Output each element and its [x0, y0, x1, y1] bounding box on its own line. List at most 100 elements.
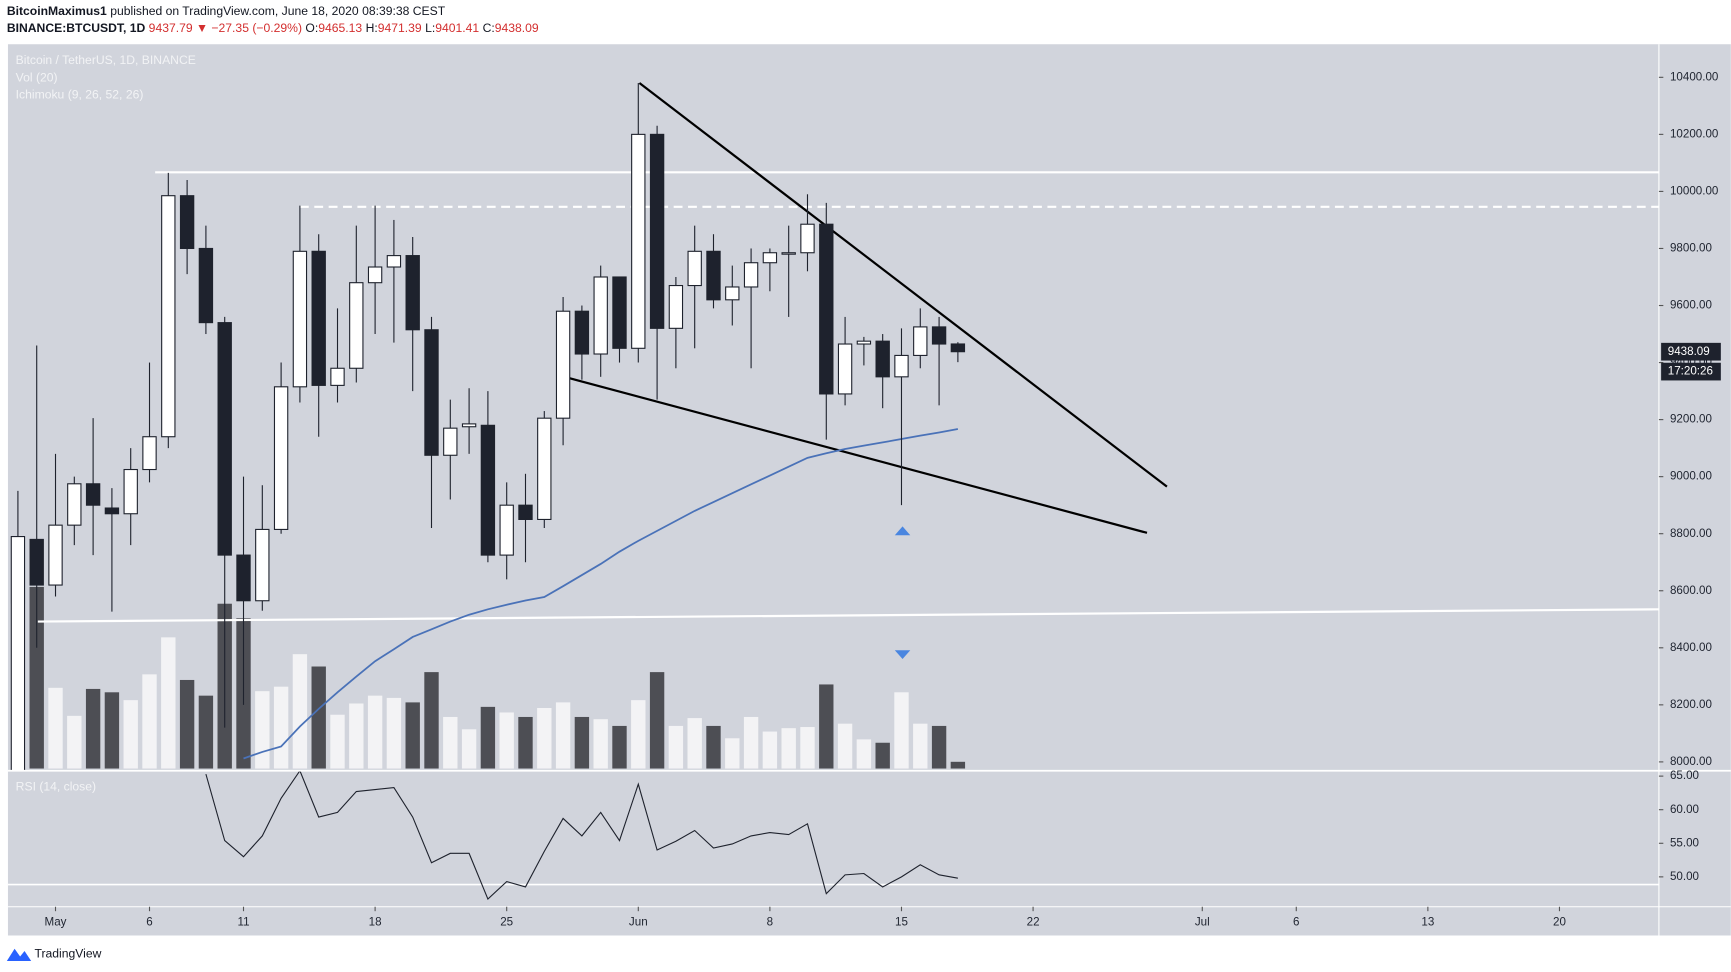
candle-body	[950, 343, 966, 353]
candle-body	[349, 282, 364, 369]
countdown: 17:20:26	[1668, 365, 1713, 378]
x-tick-label: 11	[237, 915, 249, 928]
candle-body	[894, 354, 909, 378]
candle-body	[537, 417, 552, 520]
candle-body	[875, 340, 890, 378]
symbol: BINANCE:BTCUSDT, 1D	[7, 21, 146, 35]
volume-bar	[161, 637, 176, 769]
y-tick-label: 9200.00	[1670, 413, 1712, 426]
y-tick-label: 8600.00	[1670, 584, 1712, 597]
candle-body	[743, 262, 759, 288]
y-tick-label: 10200.00	[1670, 127, 1718, 140]
volume-bar	[894, 692, 909, 769]
volume-bar	[104, 692, 120, 769]
candle-body	[612, 276, 627, 349]
candle-body	[104, 507, 120, 515]
volume-bar	[762, 731, 778, 769]
ohlc-key: C:	[483, 21, 495, 35]
candle-body	[179, 195, 195, 250]
candle-body	[443, 427, 458, 456]
candle-body	[461, 423, 477, 428]
volume-bar	[725, 738, 740, 769]
y-tick-label: 9000.00	[1670, 470, 1712, 483]
brand: TradingView	[34, 947, 101, 961]
candle-body	[292, 250, 308, 388]
volume-bar	[292, 654, 308, 769]
change: ▼ −27.35 (−0.29%)	[196, 21, 302, 35]
rsi-tick-label: 65.00	[1670, 769, 1699, 782]
volume-bar	[386, 697, 402, 769]
x-tick-label: Jul	[1195, 915, 1210, 928]
volume-bar	[480, 706, 496, 769]
volume-bar	[781, 728, 796, 769]
candle-body	[555, 310, 571, 419]
candle-body	[574, 310, 590, 355]
marker-down	[894, 650, 911, 660]
volume-bar	[349, 703, 364, 769]
last-price: 9438.09	[1668, 345, 1710, 358]
volume-bar	[48, 687, 63, 769]
volume-bar	[856, 739, 872, 769]
y-tick-label: 8200.00	[1670, 698, 1712, 711]
rsi-line	[205, 770, 958, 900]
candle-body	[85, 483, 101, 506]
volume-bar	[273, 686, 289, 769]
author: BitcoinMaximus1	[7, 4, 107, 18]
rsi-tick-label: 60.00	[1670, 803, 1699, 816]
rsi-title: RSI (14, close)	[16, 780, 96, 794]
ohlc-key: L:	[425, 21, 435, 35]
x-tick-label: 15	[895, 915, 908, 928]
volume-bar	[931, 725, 947, 769]
x-tick-label: 18	[369, 915, 382, 928]
candle-body	[800, 223, 815, 254]
x-tick-label: 25	[500, 915, 513, 928]
header-line-1: BitcoinMaximus1 published on TradingView…	[7, 4, 446, 18]
volume-bar	[631, 700, 646, 769]
y-tick-label: 9600.00	[1670, 299, 1712, 312]
candle-body	[48, 524, 63, 586]
candle-body	[330, 367, 345, 386]
volume-bar	[255, 691, 270, 769]
candle-body	[29, 538, 44, 586]
volume-bar	[537, 707, 552, 769]
candle-body	[725, 286, 740, 301]
volume-bar	[800, 727, 815, 769]
volume-bar	[706, 725, 721, 769]
ohlc-key: H:	[366, 21, 378, 35]
candle-body	[142, 436, 157, 471]
volume-bar	[123, 700, 138, 769]
volume-bar	[29, 586, 44, 769]
drawing-line	[37, 608, 1659, 623]
legend-ichimoku: Ichimoku (9, 26, 52, 26)	[16, 87, 144, 101]
candle-body	[649, 133, 665, 329]
volume-bar	[743, 716, 759, 769]
volume-bar	[612, 725, 627, 769]
last: 9437.79	[149, 21, 193, 35]
marker-up	[894, 526, 911, 536]
x-tick-label: 6	[1293, 915, 1299, 928]
volume-bar	[198, 695, 214, 769]
y-tick-label: 10000.00	[1670, 184, 1718, 197]
last-price-box	[1661, 342, 1721, 361]
x-tick-label: May	[45, 915, 67, 928]
ichimoku-line	[243, 428, 959, 760]
countdown-box	[1661, 362, 1721, 381]
volume-bar	[85, 688, 101, 769]
candle-body	[837, 343, 853, 395]
volume-bar	[405, 702, 420, 769]
volume-bar	[367, 695, 383, 769]
candle-body	[198, 247, 214, 324]
candle-body	[762, 252, 778, 264]
volume-bar	[593, 719, 608, 769]
y-tick-label: 8800.00	[1670, 527, 1712, 540]
y-tick-label: 10400.00	[1670, 70, 1718, 83]
volume-bar	[443, 716, 458, 769]
drawing-line	[565, 376, 1148, 534]
legend-title: Bitcoin / TetherUS, 1D, BINANCE	[16, 53, 196, 67]
legend-vol: Vol (20)	[16, 71, 58, 85]
chart-background	[7, 44, 1731, 936]
volume-bar	[179, 679, 195, 769]
candle-body	[499, 504, 514, 556]
candle-body	[480, 424, 496, 556]
y-tick-label: 9800.00	[1670, 242, 1712, 255]
